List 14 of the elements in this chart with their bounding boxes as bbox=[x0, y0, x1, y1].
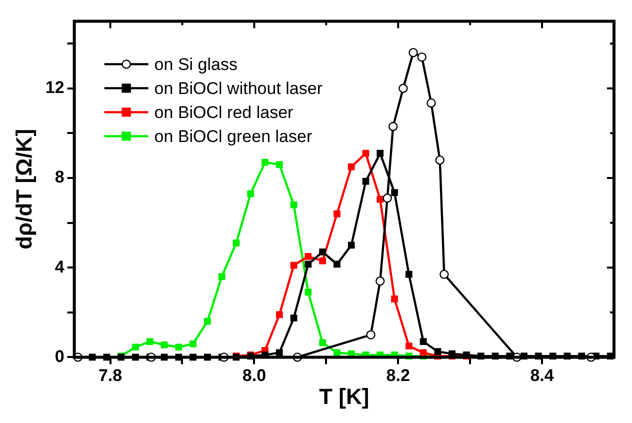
legend-label: on BiOCl red laser bbox=[154, 102, 294, 122]
legend-label: on Si glass bbox=[154, 54, 238, 74]
y-tick-label: 0 bbox=[54, 346, 64, 366]
legend-label: on BiOCl green laser bbox=[154, 126, 312, 146]
legend-label: on BiOCl without laser bbox=[154, 78, 323, 98]
y-tick-label: 4 bbox=[54, 257, 65, 276]
y-tick-label: 12 bbox=[45, 78, 64, 98]
x-tick-label: 8.2 bbox=[386, 366, 410, 386]
x-axis-title: T [K] bbox=[319, 384, 370, 409]
x-tick-label: 7.8 bbox=[98, 366, 122, 386]
x-tick-label: 8.0 bbox=[242, 366, 266, 386]
y-axis-title: dρ/dT [Ω/K] bbox=[11, 128, 36, 250]
x-tick-label: 8.4 bbox=[530, 366, 554, 386]
y-tick-label: 8 bbox=[54, 168, 64, 187]
